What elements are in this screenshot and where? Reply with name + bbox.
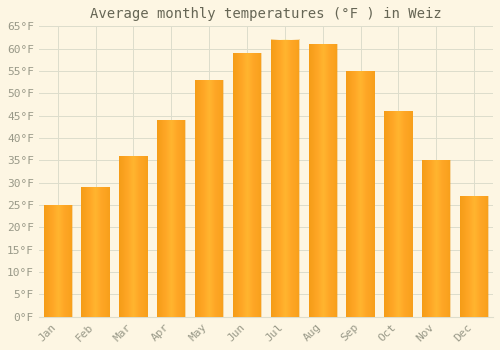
Bar [422,160,450,317]
Bar [195,80,224,317]
Bar [346,71,375,317]
Title: Average monthly temperatures (°F ) in Weiz: Average monthly temperatures (°F ) in We… [90,7,442,21]
Bar [82,187,110,317]
Bar [460,196,488,317]
Bar [119,156,148,317]
Bar [44,205,72,317]
Bar [157,120,186,317]
Bar [384,111,412,317]
Bar [308,44,337,317]
Bar [233,53,261,317]
Bar [270,40,299,317]
